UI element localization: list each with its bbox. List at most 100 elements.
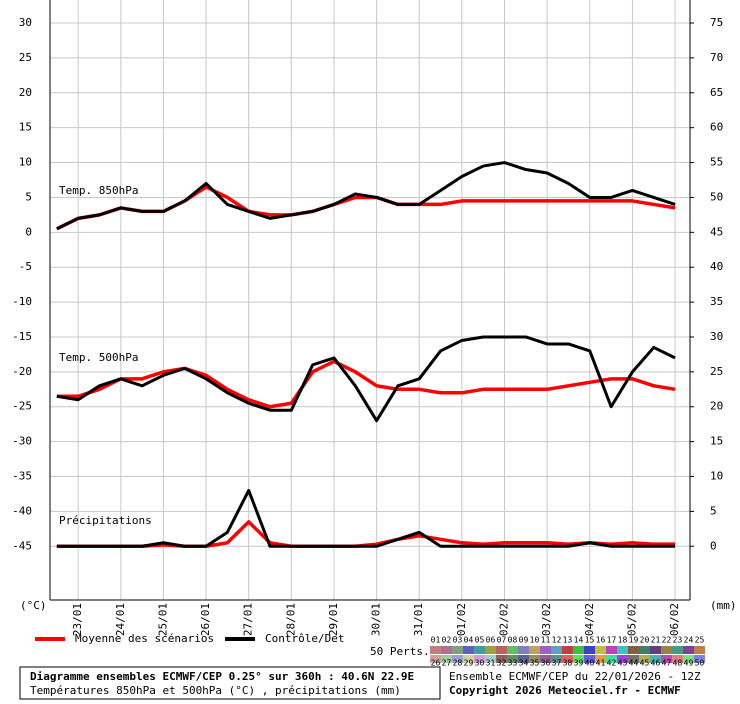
- legend-label: Contrôle/Det: [265, 632, 344, 645]
- y2-tick-label: 70: [710, 51, 723, 64]
- y2-tick-label: 50: [710, 190, 723, 203]
- member-id: 15: [585, 636, 595, 645]
- member-id: 29: [464, 659, 474, 668]
- member-swatch: [617, 646, 628, 654]
- chart-subtitle: Températures 850hPa et 500hPa (°C) , pré…: [30, 684, 401, 697]
- member-id: 18: [618, 636, 628, 645]
- member-swatch: [507, 646, 518, 654]
- member-swatch: [628, 646, 639, 654]
- member-id: 39: [574, 659, 584, 668]
- x-tick-label: 26/01: [199, 603, 212, 636]
- y2-tick-label: 5: [710, 504, 717, 517]
- member-id: 10: [530, 636, 540, 645]
- member-id: 21: [651, 636, 661, 645]
- member-swatch: [529, 655, 540, 663]
- y2-tick-label: 55: [710, 156, 723, 169]
- member-id: 22: [662, 636, 672, 645]
- member-swatch: [661, 646, 672, 654]
- member-id: 17: [607, 636, 617, 645]
- y2-tick-label: 60: [710, 121, 723, 134]
- member-id: 36: [541, 659, 551, 668]
- member-swatch: [661, 655, 672, 663]
- member-id: 40: [585, 659, 595, 668]
- y2-tick-label: 75: [710, 16, 723, 29]
- y2-tick-label: 65: [710, 86, 723, 99]
- x-tick-label: 29/01: [327, 603, 340, 636]
- members-label: 50 Perts.: [370, 645, 430, 658]
- member-swatch: [474, 646, 485, 654]
- member-id: 16: [596, 636, 606, 645]
- member-swatch: [694, 655, 705, 663]
- member-id: 26: [431, 659, 441, 668]
- member-swatch: [441, 646, 452, 654]
- member-id: 01: [431, 636, 441, 645]
- y-tick-label: 0: [25, 225, 32, 238]
- member-id: 30: [475, 659, 485, 668]
- member-id: 20: [640, 636, 650, 645]
- member-swatch: [606, 646, 617, 654]
- member-id: 49: [684, 659, 694, 668]
- y-tick-label: -20: [12, 365, 32, 378]
- member-swatch: [485, 655, 496, 663]
- member-swatch: [595, 655, 606, 663]
- member-id: 09: [519, 636, 529, 645]
- member-swatch: [595, 646, 606, 654]
- member-swatch: [463, 655, 474, 663]
- y-tick-label: -45: [12, 539, 32, 552]
- member-id: 48: [673, 659, 683, 668]
- member-swatch: [694, 646, 705, 654]
- member-id: 38: [563, 659, 573, 668]
- y-tick-label: 20: [19, 86, 32, 99]
- legend-label: Moyenne des scénarios: [75, 632, 214, 645]
- y-tick-label: 30: [19, 16, 32, 29]
- member-swatch: [617, 655, 628, 663]
- y-tick-label: -5: [19, 260, 32, 273]
- y2-tick-label: 25: [710, 365, 723, 378]
- x-tick-label: 25/01: [156, 603, 169, 636]
- run-label: Ensemble ECMWF/CEP du 22/01/2026 - 12Z: [449, 670, 701, 683]
- member-swatch: [518, 646, 529, 654]
- t500-line: [56, 359, 676, 409]
- y2-tick-label: 15: [710, 435, 723, 448]
- t850-line: [56, 161, 676, 231]
- member-swatch: [650, 655, 661, 663]
- y2-tick-label: 40: [710, 260, 723, 273]
- member-id: 34: [519, 659, 529, 668]
- x-tick-label: 05/02: [625, 603, 638, 636]
- member-id: 02: [442, 636, 452, 645]
- member-id: 25: [695, 636, 705, 645]
- member-id: 07: [497, 636, 507, 645]
- member-id: 31: [486, 659, 496, 668]
- member-swatch: [562, 646, 573, 654]
- y-tick-label: -40: [12, 504, 32, 517]
- member-id: 50: [695, 659, 705, 668]
- y-tick-label: -30: [12, 435, 32, 448]
- y2-unit: (mm): [710, 599, 737, 612]
- chart-title: Diagramme ensembles ECMWF/CEP 0.25° sur …: [30, 670, 414, 683]
- member-swatch: [540, 655, 551, 663]
- caption-box: [19, 666, 441, 700]
- member-id: 04: [464, 636, 474, 645]
- x-tick-label: 30/01: [370, 603, 383, 636]
- member-id: 03: [453, 636, 463, 645]
- member-swatch: [496, 655, 507, 663]
- x-tick-label: 23/01: [71, 603, 84, 636]
- member-swatch: [650, 646, 661, 654]
- member-id: 35: [530, 659, 540, 668]
- y-tick-label: -10: [12, 295, 32, 308]
- t500-line: [56, 335, 676, 423]
- y-unit: (°C): [20, 599, 47, 612]
- member-swatch: [452, 646, 463, 654]
- x-tick-label: 06/02: [668, 603, 681, 636]
- x-tick-label: 03/02: [540, 603, 553, 636]
- x-tick-label: 31/01: [412, 603, 425, 636]
- member-id: 08: [508, 636, 518, 645]
- x-tick-label: 04/02: [583, 603, 596, 636]
- member-swatch: [573, 655, 584, 663]
- member-swatch: [551, 646, 562, 654]
- member-swatch: [672, 646, 683, 654]
- member-id: 23: [673, 636, 683, 645]
- member-swatch: [683, 646, 694, 654]
- panel-label: Précipitations: [59, 514, 152, 527]
